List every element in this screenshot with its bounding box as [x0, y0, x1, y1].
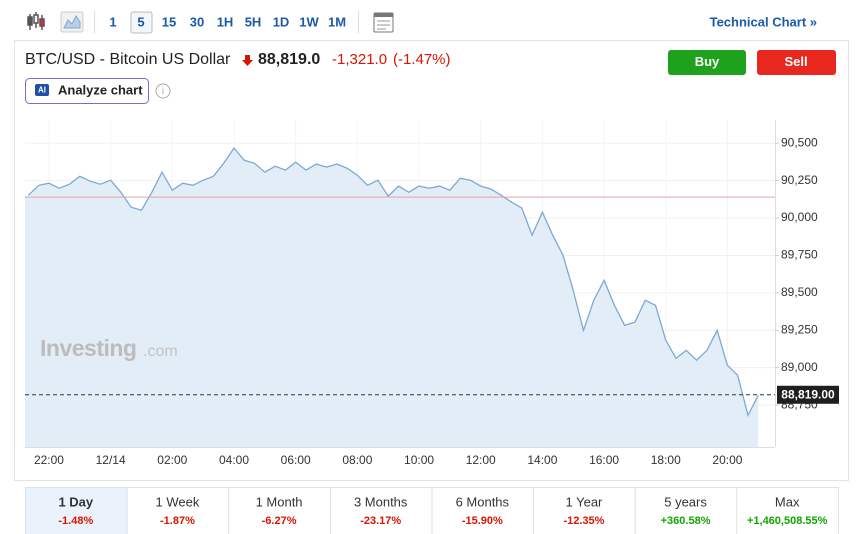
interval-button[interactable]: 5H — [245, 14, 262, 29]
x-tick-label: 14:00 — [527, 453, 557, 467]
interval-button[interactable]: 1H — [217, 14, 234, 29]
period-tab-bg — [431, 487, 535, 534]
sell-button[interactable]: Sell — [757, 50, 836, 75]
period-label: 1 Year — [566, 494, 604, 509]
period-label: 3 Months — [354, 494, 408, 509]
interval-button[interactable]: 1D — [273, 14, 290, 29]
period-label: Max — [775, 494, 800, 509]
y-tick-label: 90,250 — [781, 173, 818, 187]
y-tick-label: 90,500 — [781, 135, 818, 149]
analyze-chart-button[interactable]: AI Analyze chart — [25, 78, 149, 104]
y-tick-label: 89,500 — [781, 285, 818, 299]
x-tick-label: 20:00 — [712, 453, 742, 467]
interval-button[interactable]: 1 — [109, 14, 116, 29]
interval-button[interactable]: 5 — [137, 14, 144, 29]
period-tab[interactable]: 1 Day -1.48% — [25, 487, 128, 534]
x-tick-label: 06:00 — [281, 453, 311, 467]
x-tick-label: 04:00 — [219, 453, 249, 467]
calendar-icon[interactable] — [373, 12, 394, 33]
last-price-label: 88,819.00 — [781, 387, 835, 401]
watermark-brand: Investing — [40, 335, 136, 361]
period-tab[interactable]: Max +1,460,508.55% — [736, 487, 839, 534]
chart: 88,75089,00089,25089,50089,75090,00090,2… — [25, 120, 839, 467]
svg-text:i: i — [162, 86, 164, 97]
period-change: -23.17% — [360, 515, 401, 527]
interval-button[interactable]: 15 — [162, 14, 176, 29]
y-tick-label: 89,750 — [781, 248, 818, 262]
watermark-suffix: .com — [143, 343, 178, 360]
x-tick-label: 12/14 — [96, 453, 126, 467]
period-tab-bg — [329, 487, 433, 534]
info-icon[interactable]: i — [155, 83, 171, 99]
period-label: 5 years — [664, 494, 707, 509]
area-chart-icon[interactable] — [60, 11, 84, 33]
period-tab[interactable]: 6 Months -15.90% — [431, 487, 535, 534]
ai-badge: AI — [38, 86, 46, 95]
x-tick-label: 18:00 — [651, 453, 681, 467]
period-change: -1.87% — [160, 515, 195, 527]
price: 88,819.0 — [258, 51, 320, 68]
period-change: -15.90% — [462, 515, 503, 527]
period-tab-bg — [533, 487, 636, 534]
line — [27, 147, 759, 418]
price-change-percent: (-1.47%) — [393, 51, 451, 68]
period-label: 1 Week — [156, 494, 200, 509]
technical-chart-link[interactable]: Technical Chart » — [710, 14, 817, 29]
y-tick-label: 90,000 — [781, 210, 818, 224]
price-change: -1,321.0 — [332, 51, 387, 68]
period-tab-bg — [228, 487, 331, 534]
period-tab[interactable]: 3 Months -23.17% — [329, 487, 433, 534]
buy-button[interactable]: Buy — [668, 50, 746, 75]
y-tick-label: 89,250 — [781, 322, 818, 336]
x-tick-label: 08:00 — [342, 453, 372, 467]
sell-label: Sell — [784, 54, 807, 69]
candlestick-icon[interactable] — [27, 12, 45, 30]
period-change: -1.48% — [58, 515, 93, 527]
down-arrow — [242, 55, 253, 66]
period-tab-bg — [736, 487, 839, 534]
period-tab-bg — [126, 487, 230, 534]
period-label: 6 Months — [456, 494, 510, 509]
selected-interval-box — [130, 11, 153, 34]
period-change: -6.27% — [262, 515, 297, 527]
period-tab-bg — [25, 487, 128, 534]
x-tick-label: 10:00 — [404, 453, 434, 467]
period-label: 1 Month — [256, 494, 303, 509]
area — [25, 148, 759, 447]
watermark: Investing .com — [40, 335, 178, 361]
interval-button[interactable]: 1M — [328, 14, 346, 29]
x-tick-label: 16:00 — [589, 453, 619, 467]
period-change: -12.35% — [563, 515, 604, 527]
period-tab[interactable]: 1 Year -12.35% — [533, 487, 636, 534]
period-tab[interactable]: 1 Week -1.87% — [126, 487, 230, 534]
buy-label: Buy — [695, 54, 720, 69]
interval-button[interactable]: 30 — [190, 14, 204, 29]
period-change: +1,460,508.55% — [747, 515, 828, 527]
y-tick-label: 89,000 — [781, 360, 818, 374]
period-tab[interactable]: 1 Month -6.27% — [228, 487, 331, 534]
x-tick-label: 22:00 — [34, 453, 64, 467]
period-change: +360.58% — [661, 515, 711, 527]
x-tick-label: 02:00 — [157, 453, 187, 467]
last-price-box — [777, 385, 839, 404]
period-tabs: 1 Day -1.48% 1 Week -1.87% 1 Month -6.27% 3 Mo… — [25, 487, 839, 534]
instrument-title: BTC/USD - Bitcoin US Dollar — [25, 51, 231, 68]
x-tick-label: 12:00 — [466, 453, 496, 467]
interval-button[interactable]: 1W — [299, 14, 319, 29]
analyze-label: Analyze chart — [58, 82, 143, 97]
period-tab[interactable]: 5 years +360.58% — [634, 487, 738, 534]
period-label: 1 Day — [58, 494, 93, 509]
